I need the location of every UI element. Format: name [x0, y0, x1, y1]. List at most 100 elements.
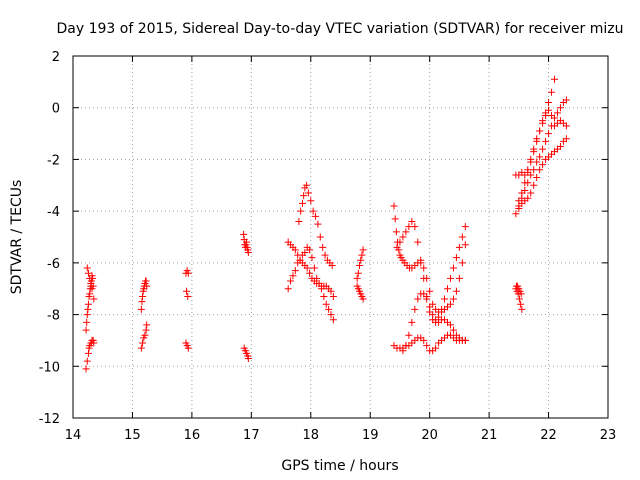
- data-point: [319, 243, 327, 251]
- data-point: [88, 285, 96, 293]
- x-tick-label: 14: [65, 428, 82, 443]
- data-points: [82, 75, 570, 373]
- series-seg-15.2b: [137, 321, 151, 352]
- data-point: [137, 305, 145, 313]
- series-seg-21.8c: [515, 135, 570, 213]
- data-point: [539, 161, 547, 169]
- data-point: [327, 287, 335, 295]
- data-point: [143, 282, 151, 290]
- x-tick-label: 18: [303, 428, 320, 443]
- x-tick-label: 22: [540, 428, 557, 443]
- data-point: [184, 292, 192, 300]
- y-tick-label: -6: [47, 257, 60, 272]
- data-point: [291, 246, 299, 254]
- data-point: [426, 287, 434, 295]
- data-point: [515, 295, 523, 303]
- data-point: [390, 202, 398, 210]
- data-point: [314, 220, 322, 228]
- series-seg-21.8a: [512, 106, 570, 179]
- data-point: [143, 321, 151, 329]
- data-point: [515, 205, 523, 213]
- data-point: [402, 228, 410, 236]
- data-point: [243, 238, 251, 246]
- data-point: [461, 223, 469, 231]
- data-point: [420, 336, 428, 344]
- data-point: [298, 199, 306, 207]
- data-point: [527, 189, 535, 197]
- data-point: [452, 254, 460, 262]
- data-point: [329, 316, 337, 324]
- x-tick-label: 15: [124, 428, 141, 443]
- data-point: [306, 269, 314, 277]
- data-point: [297, 207, 305, 215]
- data-point: [396, 238, 404, 246]
- data-point: [289, 272, 297, 280]
- data-point: [524, 168, 532, 176]
- data-point: [284, 285, 292, 293]
- data-point: [359, 295, 367, 303]
- data-point: [461, 336, 469, 344]
- data-point: [539, 117, 547, 125]
- data-point: [84, 269, 92, 277]
- data-point: [327, 311, 335, 319]
- x-tick-label: 19: [362, 428, 379, 443]
- data-point: [402, 342, 410, 350]
- data-point: [429, 311, 437, 319]
- data-point: [294, 251, 302, 259]
- data-point: [90, 339, 98, 347]
- data-point: [359, 246, 367, 254]
- data-point: [391, 215, 399, 223]
- x-tick-label: 16: [184, 428, 201, 443]
- data-point: [86, 274, 94, 282]
- data-point: [83, 318, 91, 326]
- data-point: [244, 249, 252, 257]
- data-point: [517, 290, 525, 298]
- data-point: [423, 295, 431, 303]
- data-point: [301, 249, 309, 257]
- data-point: [455, 243, 463, 251]
- data-point: [533, 137, 541, 145]
- data-point: [530, 148, 538, 156]
- y-tick-label: 0: [52, 102, 60, 117]
- x-tick-label: 21: [481, 428, 498, 443]
- data-point: [244, 355, 252, 363]
- plot-frame: [72, 55, 609, 419]
- data-point: [84, 349, 92, 357]
- data-point: [551, 114, 558, 122]
- data-point: [530, 181, 538, 189]
- data-point: [521, 179, 529, 187]
- y-tick-label: 2: [52, 50, 60, 65]
- x-axis-label: GPS time / hours: [281, 458, 398, 474]
- data-point: [411, 223, 419, 231]
- data-point: [536, 166, 544, 174]
- data-point: [83, 264, 91, 272]
- data-point: [452, 287, 460, 295]
- data-point: [518, 305, 526, 313]
- data-point: [417, 256, 425, 264]
- data-point: [320, 292, 328, 300]
- data-point: [399, 233, 407, 241]
- data-point: [438, 305, 446, 313]
- data-point: [393, 243, 401, 251]
- series-seg-15.9: [182, 267, 192, 352]
- data-point: [83, 311, 91, 319]
- data-point: [562, 122, 570, 130]
- data-point: [354, 269, 362, 277]
- data-point: [356, 261, 364, 269]
- data-point: [87, 280, 95, 288]
- x-tick-label: 20: [421, 428, 438, 443]
- data-point: [444, 285, 451, 293]
- data-point: [310, 264, 318, 272]
- series-seg-14.3a: [82, 336, 98, 373]
- data-point: [303, 181, 311, 189]
- data-point: [138, 298, 146, 306]
- data-point: [291, 267, 299, 275]
- series-seg-21.5: [512, 282, 526, 313]
- data-point: [414, 295, 422, 303]
- data-point: [545, 130, 553, 138]
- series-seg-17.8c: [295, 181, 336, 269]
- data-point: [536, 153, 544, 161]
- data-point: [321, 251, 329, 259]
- data-point: [405, 223, 413, 231]
